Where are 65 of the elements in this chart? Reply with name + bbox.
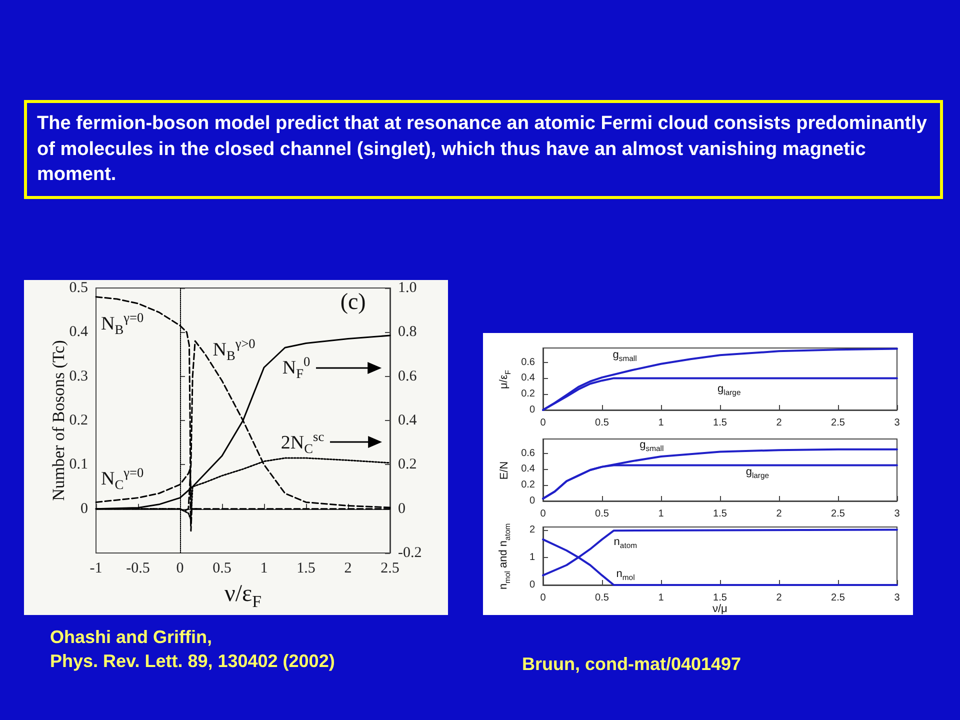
x-tick-label: 2 (776, 508, 782, 520)
x-tick-label: 2.5 (831, 508, 846, 520)
x-tick-label: 2 (776, 418, 782, 428)
y-tick-label: 0.4 (521, 464, 536, 475)
x-axis-title: ν/ε$_{F}$ (224, 581, 262, 611)
y-tick-label: 0.2 (521, 388, 536, 400)
x-tick-label: 1 (658, 418, 664, 428)
series-label: g$_{small}$ (640, 438, 664, 453)
y-tick-label: 0 (529, 404, 536, 416)
y-tick-label: 0.6 (521, 448, 536, 459)
y-tick-label: 0.4 (69, 324, 88, 340)
x-tick-label: 0 (176, 560, 184, 576)
x-tick-label: -1 (90, 560, 102, 576)
y-tick-label: 0.4 (521, 372, 536, 384)
y-tick-label: 0.6 (521, 356, 536, 368)
x-tick-label: 3 (894, 508, 900, 520)
y2-tick-label: 0.2 (398, 456, 417, 473)
x-tick-label: 1.5 (713, 508, 728, 520)
x-tick-label: 3 (894, 418, 900, 428)
y-tick-label: 0.2 (521, 480, 536, 491)
y2-tick-label: 0.4 (398, 412, 418, 428)
x-tick-label: 1.5 (713, 418, 728, 428)
y-axis-title: E/N (498, 460, 511, 480)
x-tick-label: 2 (776, 592, 782, 604)
series-label: g$_{large}$ (718, 382, 741, 397)
x-tick-label: 0.5 (212, 560, 232, 576)
y-tick-label: 0 (529, 496, 536, 506)
y-tick-label: 0.1 (69, 456, 88, 473)
y2-tick-label: 0.8 (398, 324, 417, 340)
y-tick-label: 0.2 (69, 412, 88, 428)
y-tick-label: 0 (529, 580, 536, 590)
x-tick-label: 1 (260, 560, 268, 576)
x-tick-label: 0.5 (595, 592, 610, 604)
y-tick-label: 2 (529, 524, 536, 536)
series-label: g$_{small}$ (612, 349, 637, 364)
y-axis-title: Number of Bosons (Tc) (48, 340, 68, 501)
x-tick-label: 0.5 (595, 508, 610, 520)
y-tick-label: 0.3 (69, 368, 88, 384)
text: Ohashi and Griffin, Phys. Rev. Lett. 89, 130402 (2002) (50, 626, 335, 674)
x-tick-label: 0 (540, 508, 546, 520)
y2-tick-label: 0.6 (398, 368, 418, 384)
x-axis-title: ν/μ (712, 603, 728, 615)
annotation: (c) (340, 288, 366, 314)
y-tick-label: 1 (529, 552, 536, 563)
x-tick-label: 1.5 (296, 560, 316, 576)
x-tick-label: 2.5 (831, 418, 846, 428)
x-tick-label: 0 (540, 418, 546, 428)
x-tick-label: 1 (658, 592, 664, 604)
y-tick-label: 0.5 (69, 280, 88, 296)
series-label: n$_{mol}$ (616, 568, 635, 582)
text: The fermion-boson model predict that at resonance an atomic Fermi cloud consists predominantly of molecules in the closed channel (singlet), which thus have an almost vanishing magnetic moment. (24, 100, 943, 199)
x-tick-label: 2 (344, 560, 352, 576)
series-label: n$_{atom}$ (614, 536, 638, 550)
x-tick-label: 3 (894, 592, 900, 604)
x-tick-label: 1 (658, 508, 664, 520)
x-tick-label: 1.5 (713, 592, 728, 604)
y2-tick-label: -0.2 (398, 545, 422, 561)
text: Bruun, cond-mat/0401497 (522, 653, 742, 676)
x-tick-label: 0.5 (595, 418, 610, 428)
x-tick-label: -0.5 (126, 560, 150, 576)
x-tick-label: 2.5 (380, 560, 400, 576)
series-label: g$_{large}$ (746, 466, 770, 481)
x-tick-label: 2.5 (831, 592, 846, 604)
y2-tick-label: 1.0 (398, 280, 417, 296)
x-tick-label: 0 (540, 592, 546, 604)
